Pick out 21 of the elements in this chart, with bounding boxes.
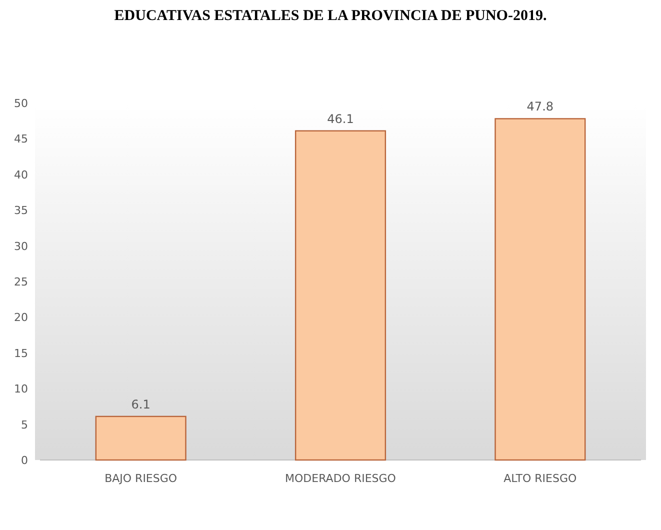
x-tick-label: ALTO RIESGO xyxy=(504,472,578,485)
x-tick-label: MODERADO RIESGO xyxy=(285,472,396,485)
bar xyxy=(494,118,586,461)
data-label: 6.1 xyxy=(131,397,150,412)
data-label: 46.1 xyxy=(327,112,354,126)
y-tick-label: 35 xyxy=(14,204,28,218)
y-tick-label: 5 xyxy=(21,418,28,432)
y-tick-label: 30 xyxy=(14,240,28,253)
y-tick-label: 10 xyxy=(14,382,28,396)
y-tick-label: 20 xyxy=(14,311,28,324)
bar xyxy=(95,416,186,461)
y-tick-label: 40 xyxy=(14,168,28,182)
bar xyxy=(294,130,386,461)
y-tick-label: 15 xyxy=(14,346,28,360)
data-label: 47.8 xyxy=(526,100,554,114)
chart-title: EDUCATIVAS ESTATALES DE LA PROVINCIA DE PUNO-2019. xyxy=(114,8,547,24)
y-tick-label: 25 xyxy=(14,276,28,288)
y-tick-label: 45 xyxy=(14,132,28,146)
y-tick-label: 50 xyxy=(14,97,28,110)
x-tick-label: BAJO RIESGO xyxy=(104,472,178,485)
y-tick-label: 0 xyxy=(21,454,28,467)
